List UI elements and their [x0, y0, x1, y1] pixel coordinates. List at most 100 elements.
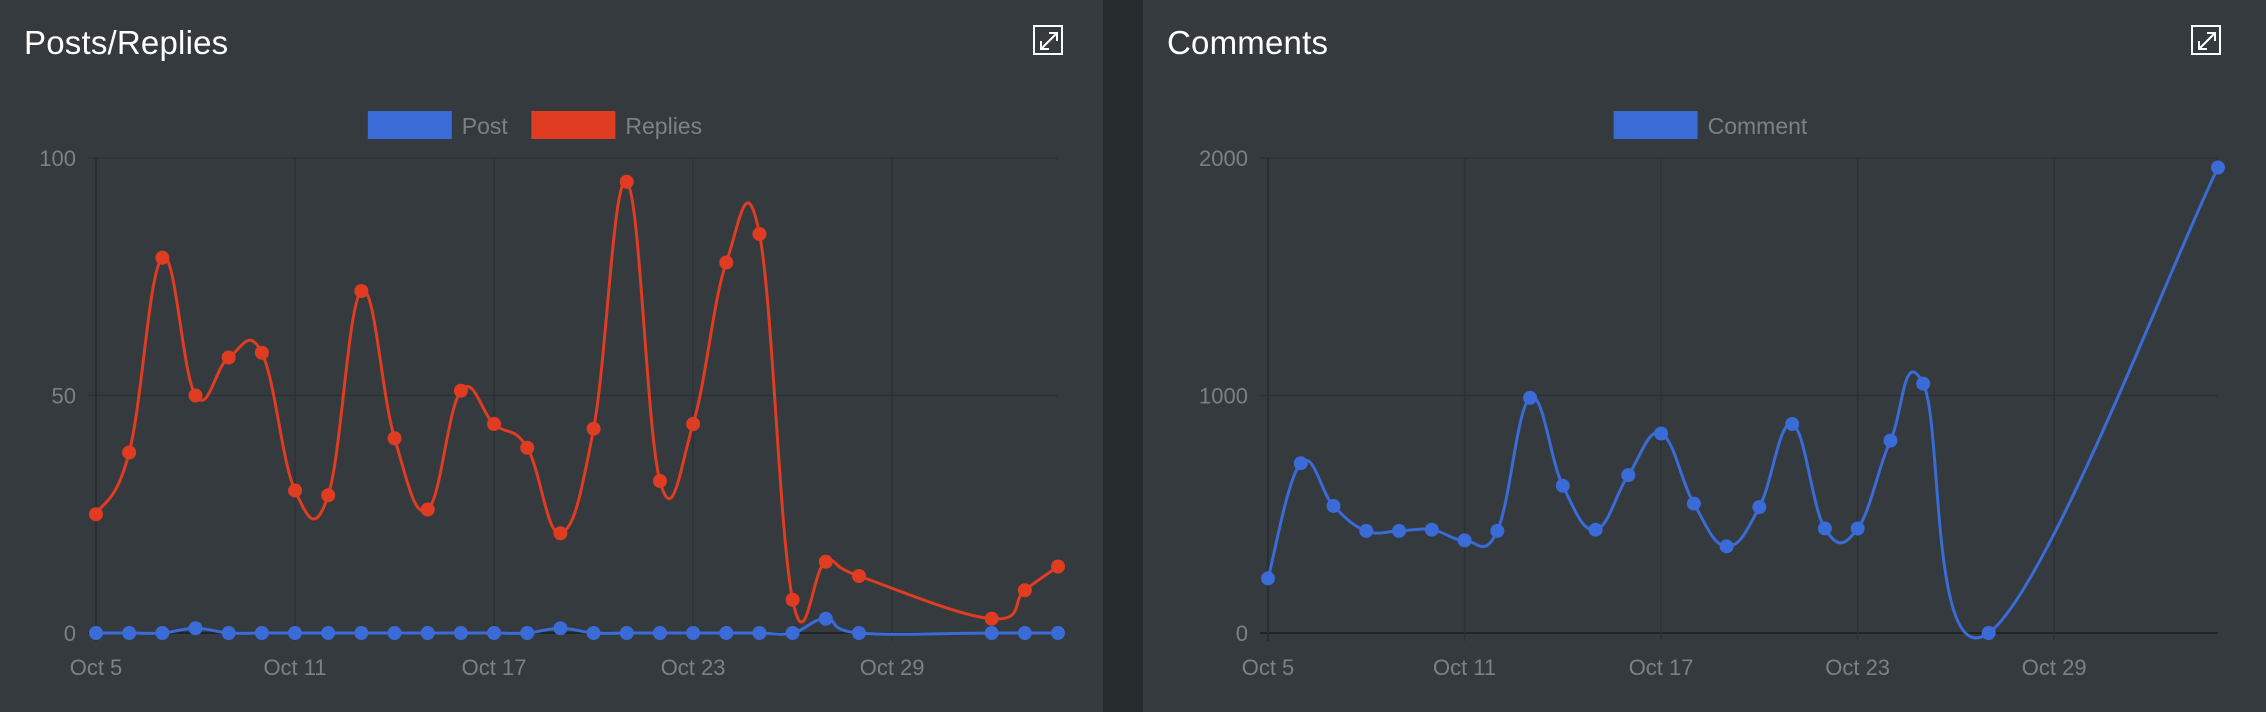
y-tick-label: 100: [39, 146, 76, 171]
data-point-comment: [1490, 523, 1505, 538]
data-point-post: [487, 626, 502, 640]
data-point-replies: [155, 250, 170, 265]
data-point-replies: [1017, 583, 1032, 598]
data-point-comment: [1392, 523, 1407, 538]
data-point-comment: [1359, 523, 1374, 538]
data-point-replies: [188, 388, 203, 403]
y-tick-label: 2000: [1199, 146, 1248, 171]
expand-button[interactable]: [2191, 25, 2221, 55]
data-point-post: [785, 626, 800, 640]
x-tick-label: Oct 29: [2022, 655, 2087, 680]
data-point-comment: [1588, 522, 1603, 537]
legend-label-post: Post: [462, 113, 509, 139]
data-point-post: [122, 626, 137, 640]
legend-swatch-replies: [531, 111, 616, 139]
data-point-replies: [686, 417, 701, 431]
posts-replies-panel: Posts/Replies 0 50 100 Oct 5 Oct 11 Oct 17 Oct…: [0, 0, 1103, 712]
data-point-comment: [1457, 533, 1472, 548]
y-tick-label: 50: [52, 384, 76, 409]
data-point-comment: [1523, 390, 1538, 405]
data-point-replies: [254, 345, 269, 360]
data-point-replies: [586, 421, 601, 436]
data-point-replies: [321, 488, 336, 503]
data-point-post: [818, 611, 833, 626]
data-point-comment: [1424, 522, 1439, 537]
data-point-replies: [818, 554, 833, 569]
expand-icon: [1040, 32, 1058, 50]
x-tick-label: Oct 17: [462, 655, 527, 680]
data-point-comment: [1752, 500, 1767, 515]
data-point-post: [288, 626, 303, 640]
data-point-replies: [122, 445, 137, 460]
data-point-post: [1051, 626, 1065, 640]
expand-icon: [2198, 32, 2216, 50]
data-point-replies: [785, 592, 800, 607]
y-tick-label: 0: [64, 621, 76, 646]
data-point-replies: [752, 227, 767, 241]
data-point-replies: [89, 507, 103, 522]
x-tick-label: Oct 11: [263, 655, 326, 680]
data-point-post: [321, 626, 336, 640]
data-point-post: [188, 621, 203, 636]
data-point-replies: [1051, 559, 1065, 574]
data-point-post: [984, 626, 999, 640]
data-point-replies: [354, 284, 369, 298]
comments-chart: 0 1000 2000 Oct 5 Oct 11 Oct 17 Oct 23 Oct 29 Co…: [1199, 111, 2225, 680]
data-point-post: [553, 621, 568, 636]
x-tick-label: Oct 17: [1629, 655, 1694, 680]
x-tick-label: Oct 5: [70, 655, 123, 680]
data-point-post: [686, 626, 701, 640]
data-point-comment: [1916, 376, 1931, 391]
data-point-post: [752, 626, 767, 640]
data-point-comment: [1326, 498, 1341, 513]
x-tick-label: Oct 23: [1825, 655, 1890, 680]
legend-label-comment: Comment: [1708, 113, 1808, 139]
data-point-replies: [553, 526, 568, 541]
panel-title: Posts/Replies: [24, 24, 229, 61]
data-point-comment: [1719, 539, 1734, 554]
data-point-replies: [984, 611, 999, 626]
data-point-post: [453, 626, 468, 640]
expand-button[interactable]: [1033, 25, 1063, 55]
data-point-post: [221, 626, 236, 640]
x-tick-label: Oct 23: [661, 655, 726, 680]
data-point-comment: [1654, 426, 1669, 441]
data-point-post: [520, 626, 535, 640]
data-point-comment: [1293, 456, 1308, 471]
legend-swatch-comment: [1613, 111, 1698, 139]
data-point-post: [354, 626, 369, 640]
data-point-replies: [387, 431, 402, 446]
legend-swatch-post: [367, 111, 452, 139]
data-point-post: [619, 626, 634, 640]
series-line-post: [96, 617, 1058, 636]
panel-title: Comments: [1167, 24, 1329, 61]
data-point-comment: [1621, 468, 1636, 483]
x-tick-label: Oct 5: [1242, 655, 1295, 680]
data-point-replies: [851, 569, 866, 583]
data-point-post: [1017, 626, 1032, 640]
data-point-replies: [221, 350, 236, 365]
data-point-post: [420, 626, 435, 640]
data-point-post: [155, 626, 170, 640]
data-point-post: [387, 626, 402, 640]
data-point-comment: [2211, 160, 2225, 175]
data-point-post: [652, 626, 667, 640]
data-point-comment: [1850, 521, 1865, 536]
data-point-replies: [619, 174, 634, 189]
data-point-comment: [1981, 626, 1996, 640]
data-point-post: [254, 626, 269, 640]
x-tick-label: Oct 11: [1433, 655, 1496, 680]
y-tick-label: 1000: [1199, 384, 1248, 409]
data-point-replies: [487, 417, 502, 431]
y-tick-label: 0: [1236, 621, 1248, 646]
data-point-comment: [1686, 496, 1701, 511]
data-point-replies: [520, 440, 535, 455]
data-point-comment: [1261, 571, 1275, 586]
data-point-replies: [420, 502, 435, 517]
data-point-replies: [453, 383, 468, 398]
series-line-replies: [94, 180, 1059, 624]
comments-panel: Comments 0 1000 2000 Oct 5 Oct 11 Oct 17 Oct 2…: [1143, 0, 2266, 712]
data-point-post: [719, 626, 734, 640]
data-point-comment: [1785, 417, 1800, 431]
